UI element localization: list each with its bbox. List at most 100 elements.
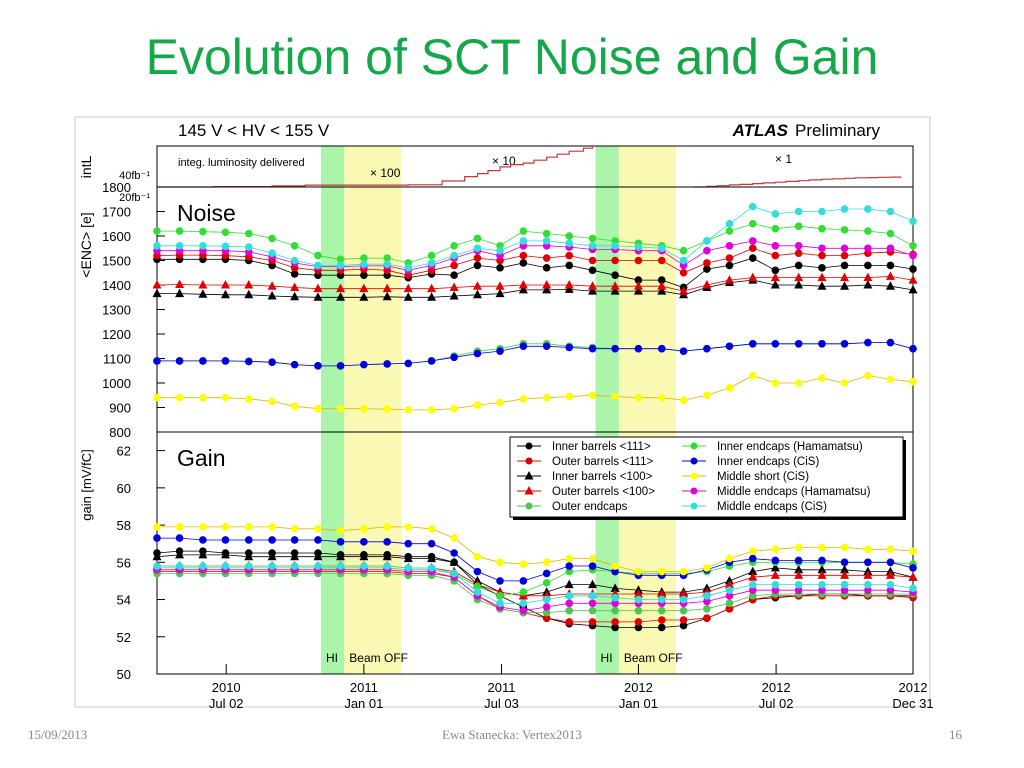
noise-point-0-6 [290,270,299,278]
gain-point-6-1 [175,534,184,542]
noise-point-9-3 [221,242,230,251]
gain-point-6-32 [886,558,895,567]
noise-point-5-10 [383,254,391,262]
noise-point-2-18 [564,284,574,293]
gain-point-4-26 [748,592,757,600]
noise-point-9-9 [360,260,368,268]
noise-point-7-23 [679,396,688,404]
noise-point-1-19 [588,256,597,265]
noise-point-7-12 [427,406,436,414]
noise-point-5-23 [679,246,688,255]
lumi-annotation: integ. luminosity delivered [178,157,305,169]
gain-point-7-17 [542,558,551,567]
noise-point-6-25 [725,342,734,351]
noise-point-6-3 [221,357,230,365]
noise-point-3-28 [794,272,804,282]
gain-ylabel: gain [mV/fC] [79,449,94,521]
noise-point-2-17 [542,284,552,294]
gain-point-5-15 [496,592,504,600]
gain-point-2-9 [359,551,369,561]
gain-point-7-3 [221,523,230,531]
gain-point-2-6 [290,551,300,561]
xtick-label-year-1: 2011 [350,680,378,695]
gain-point-9-30 [840,580,849,589]
noise-series-line-3 [156,275,914,292]
noise-point-7-33 [909,377,917,386]
gain-point-7-13 [450,534,458,542]
noise-point-5-29 [818,224,826,233]
band-1 [344,146,402,674]
noise-point-1-13 [450,261,458,270]
noise-series-line-8 [157,240,914,271]
gain-point-7-4 [244,523,253,531]
noise-series-line-1 [156,247,914,276]
noise-point-9-21 [634,243,643,251]
gain-point-8-16 [519,606,528,615]
noise-point-8-24 [703,246,711,255]
gain-point-1-24 [703,614,711,622]
noise-point-5-9 [360,254,368,262]
noise-ytick-label-8: 1600 [102,229,131,244]
lumi-tick-label-0: 40fb⁻¹ [119,170,150,182]
gain-point-9-19 [588,592,597,600]
noise-point-9-7 [314,261,322,270]
legend-marker-8 [690,487,698,495]
gain-point-2-10 [382,551,392,561]
noise-point-7-31 [864,371,872,380]
noise-point-2-8 [336,292,346,301]
noise-ytick-label-1: 900 [109,401,131,416]
noise-point-5-13 [450,242,458,250]
noise-point-7-28 [794,379,803,387]
noise-point-1-28 [794,249,803,257]
noise-point-6-11 [404,359,413,368]
noise-point-3-30 [840,272,850,282]
gain-point-3-25 [724,579,734,589]
legend-marker-9 [690,502,698,510]
noise-point-9-10 [383,260,391,268]
gain-ytick-label-0: 50 [117,667,131,682]
legend-marker-7 [690,472,698,480]
gain-title: Gain [177,445,226,471]
legend-marker-6 [690,457,698,465]
gain-point-1-23 [679,616,688,624]
gain-point-4-23 [679,606,688,615]
noise-point-6-18 [565,343,574,352]
noise-point-7-32 [886,375,895,384]
noise-point-0-29 [818,264,826,272]
noise-point-2-15 [495,288,505,298]
noise-point-6-31 [864,338,872,347]
noise-point-5-12 [427,251,436,260]
gain-point-3-28 [794,570,804,579]
gain-point-2-13 [449,557,459,566]
gain-point-9-28 [794,580,803,589]
noise-point-2-19 [588,286,598,295]
noise-point-3-12 [427,283,437,293]
gain-point-9-0 [153,562,161,570]
legend-marker-5 [690,442,698,450]
noise-point-6-13 [450,353,458,362]
noise-point-3-15 [495,281,505,290]
gain-point-6-19 [588,562,597,570]
noise-point-5-7 [314,251,322,260]
noise-point-6-10 [383,360,391,368]
noise-point-6-19 [588,344,597,353]
noise-point-7-13 [450,404,458,413]
noise-series-line-9 [157,206,914,269]
noise-point-9-23 [679,256,688,265]
noise-point-5-26 [748,219,757,228]
gain-point-7-8 [336,526,345,535]
noise-point-5-25 [725,227,734,235]
noise-point-2-13 [449,291,459,300]
noise-point-3-20 [610,281,620,290]
gain-point-8-28 [794,586,803,595]
xtick-label-date-5: Dec 31 [892,696,933,711]
noise-point-7-4 [244,395,253,403]
gain-point-2-27 [770,562,780,572]
band-label-0: HI [326,651,338,665]
gain-point-9-23 [679,595,688,604]
noise-series-line-2 [157,279,914,298]
gain-point-7-32 [886,545,895,554]
gain-point-7-23 [679,567,688,576]
legend-label-1: Outer barrels <111> [552,456,653,468]
noise-point-0-19 [588,266,597,275]
